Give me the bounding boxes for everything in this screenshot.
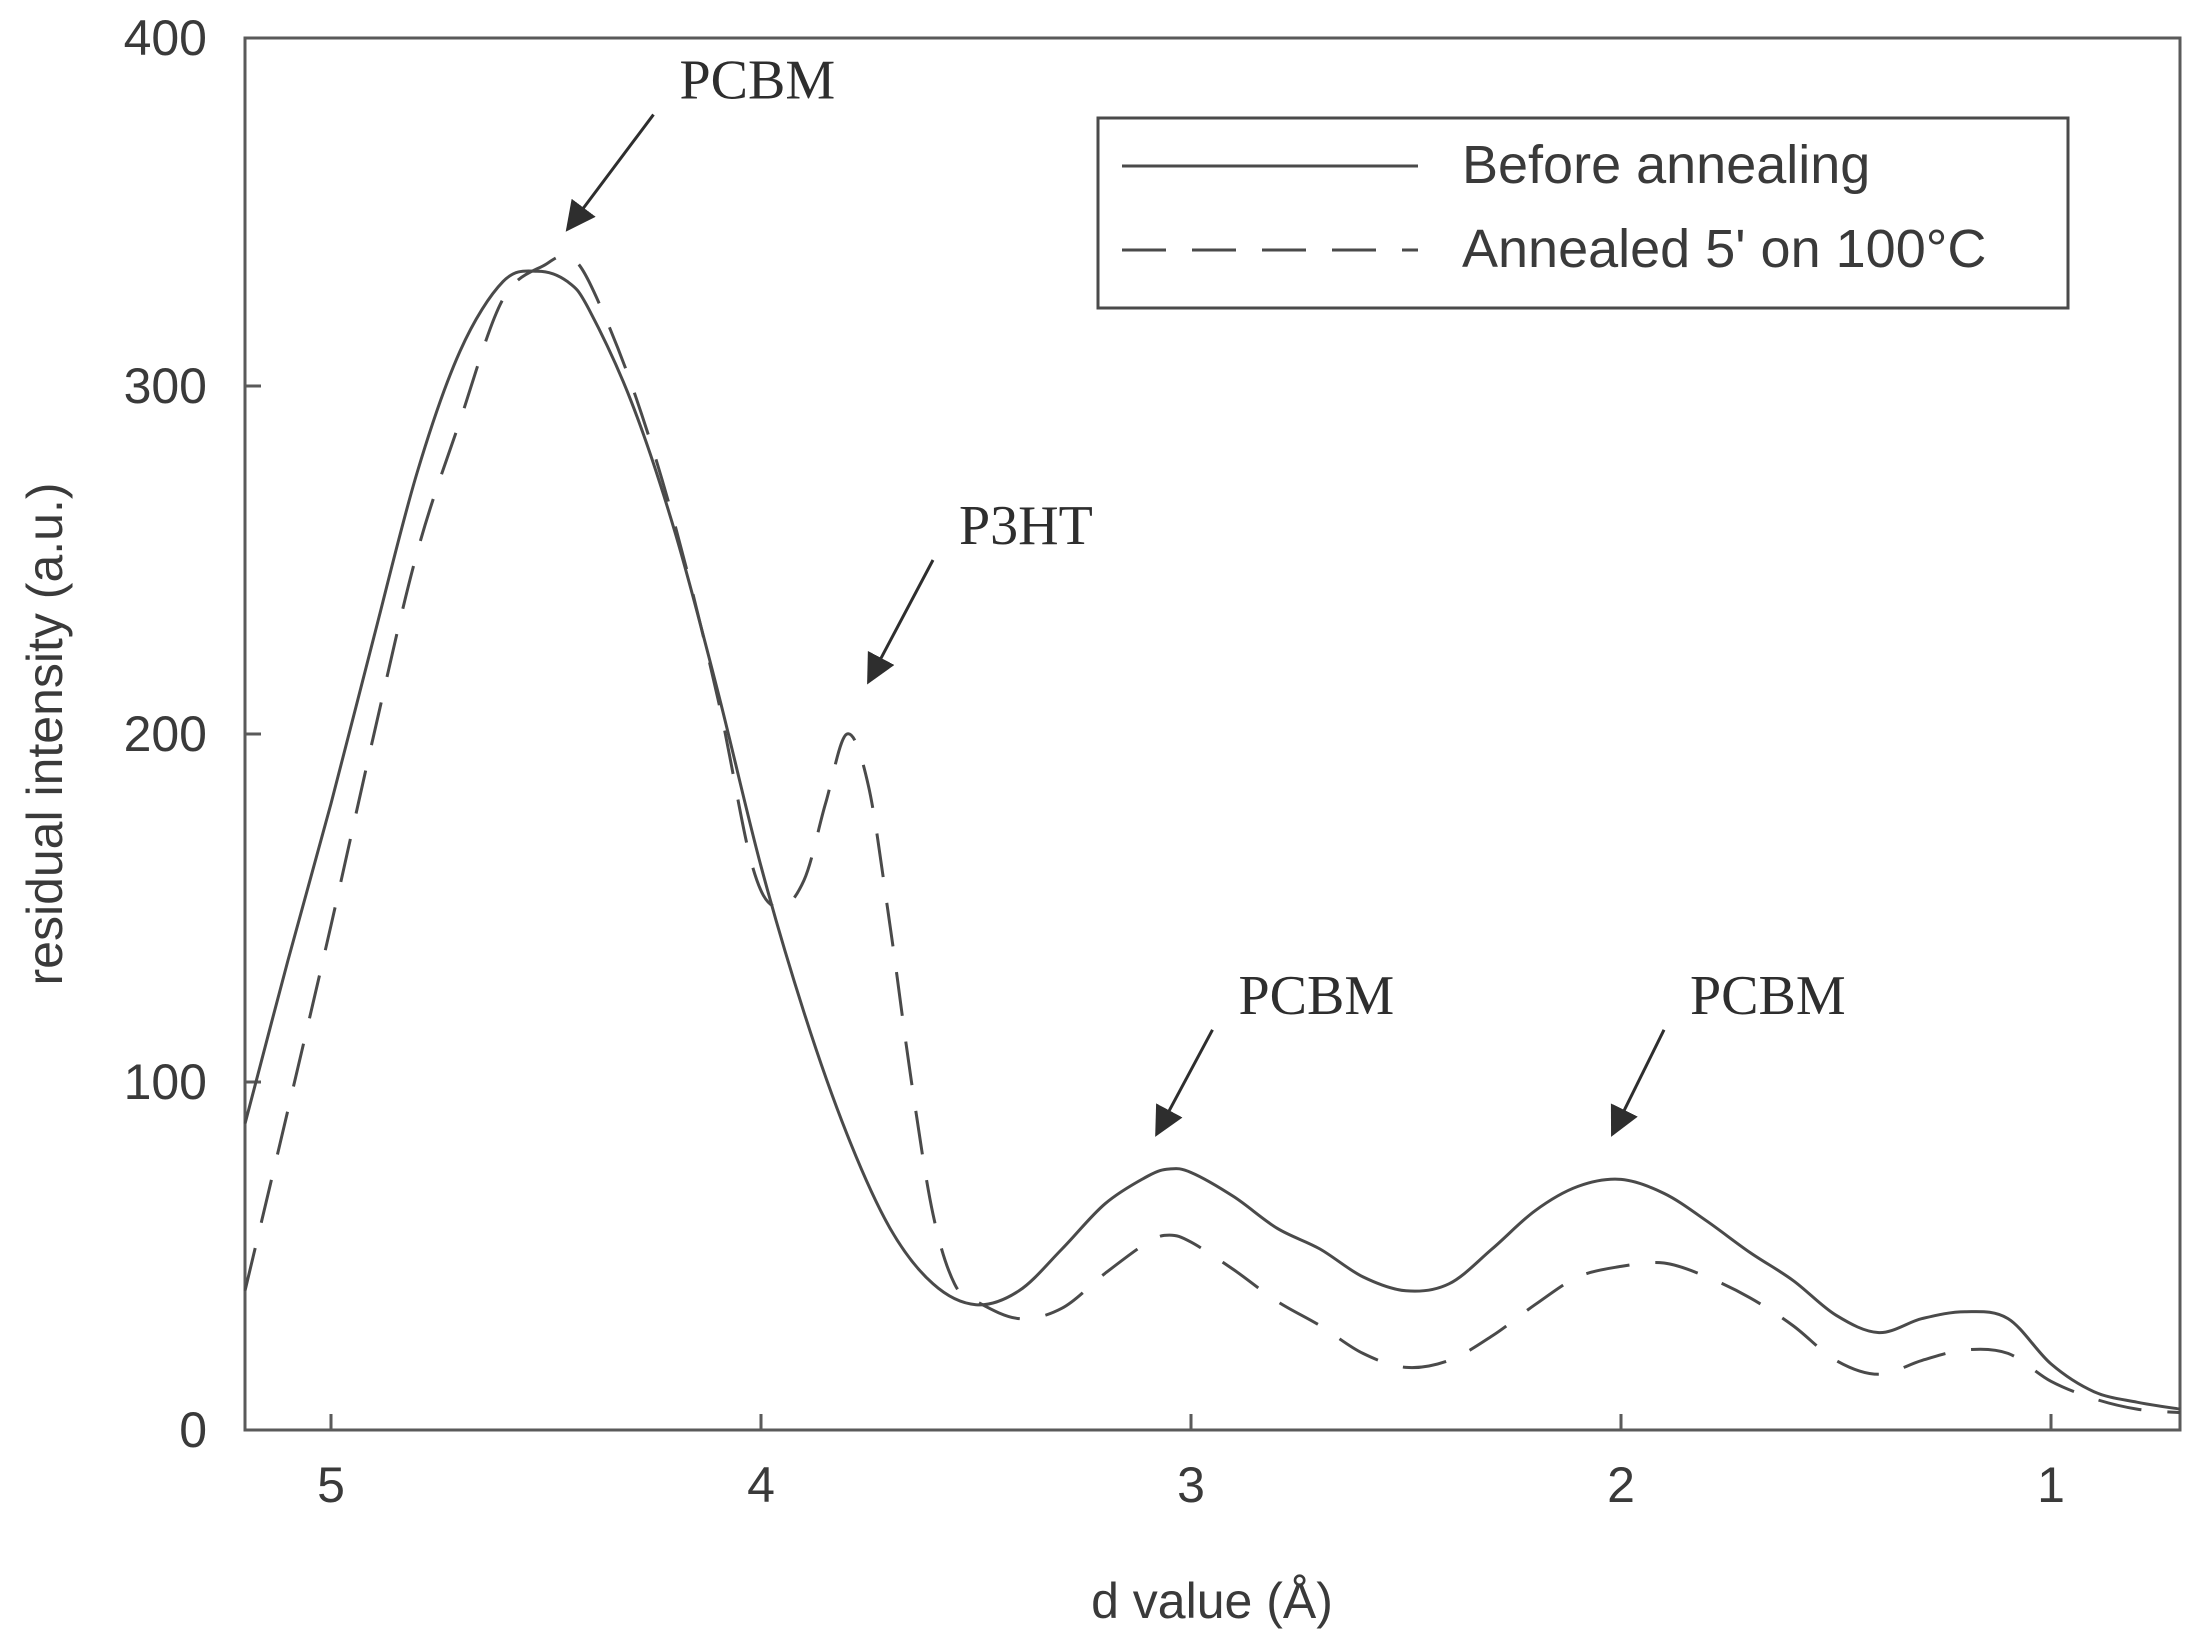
annotation-label-1: PCBM bbox=[680, 50, 836, 112]
y-axis-ticks: 0 100 200 300 400 bbox=[124, 10, 261, 1458]
x-tick-label: 5 bbox=[317, 1457, 345, 1513]
y-tick-label: 400 bbox=[124, 10, 207, 66]
x-axis-label: d value (Å) bbox=[1091, 1573, 1333, 1629]
x-tick-label: 4 bbox=[747, 1457, 775, 1513]
x-axis-ticks: 5 4 3 2 1 bbox=[317, 1414, 2065, 1513]
annotation-label-2: P3HT bbox=[959, 495, 1093, 557]
annotation-layer: PCBM P3HT PCBM PCBM bbox=[565, 50, 1846, 1137]
series-line-1 bbox=[243, 269, 2181, 1411]
y-tick-label: 0 bbox=[179, 1402, 207, 1458]
legend: Before annealing Annealed 5' on 100°C bbox=[1096, 116, 2070, 310]
legend-label-before-annealing: Before annealing bbox=[1462, 135, 1870, 195]
annotation-arrow-4 bbox=[1610, 1029, 1666, 1137]
legend-box bbox=[1096, 116, 2070, 310]
legend-label-annealed: Annealed 5' on 100°C bbox=[1462, 219, 1986, 279]
annotation-arrow-1 bbox=[565, 113, 655, 232]
y-axis-label: residual intensity (a.u.) bbox=[17, 482, 73, 985]
annotation-label-3: PCBM bbox=[1239, 965, 1395, 1027]
series-layer bbox=[243, 254, 2181, 1415]
y-tick-label: 200 bbox=[124, 706, 207, 762]
x-tick-label: 2 bbox=[1607, 1457, 1635, 1513]
y-tick-label: 300 bbox=[124, 358, 207, 414]
annotation-arrow-2 bbox=[867, 559, 935, 685]
annotation-label-4: PCBM bbox=[1690, 965, 1846, 1027]
series-line-2 bbox=[243, 254, 2181, 1415]
x-tick-label: 3 bbox=[1177, 1457, 1205, 1513]
y-tick-label: 100 bbox=[124, 1054, 207, 1110]
annotation-arrow-3 bbox=[1155, 1029, 1214, 1137]
x-tick-label: 1 bbox=[2037, 1457, 2065, 1513]
